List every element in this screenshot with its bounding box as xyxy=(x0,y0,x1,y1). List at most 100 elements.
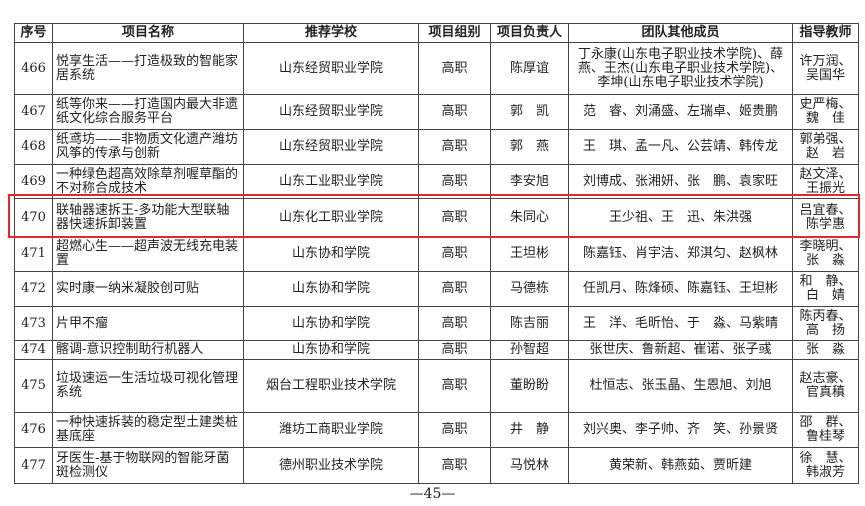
cell-leader: 郭 燕 xyxy=(490,129,569,165)
cell-school: 山东协和学院 xyxy=(243,340,419,360)
cell-members: 陈嘉钰、肖宇洁、郑淇匀、赵枫林 xyxy=(568,236,793,272)
header-school: 推荐学校 xyxy=(243,23,419,43)
table-row: 470 联轴器速拆王-多功能大型联轴器快速拆卸装置 山东化工职业学院 高职 朱同心 王少祖… xyxy=(14,198,859,237)
header-group: 项目组别 xyxy=(418,23,491,43)
cell-school: 山东协和学院 xyxy=(243,271,419,307)
cell-members: 张世庆、鲁新超、崔诺、张子彧 xyxy=(568,340,793,360)
cell-name: 髂调-意识控制助行机器人 xyxy=(52,340,244,360)
cell-group: 高职 xyxy=(418,236,491,272)
cell-no: 470 xyxy=(14,198,53,237)
cell-no: 468 xyxy=(14,129,53,165)
cell-leader: 朱同心 xyxy=(490,198,569,237)
cell-teachers: 邵 群、鲁桂琴 xyxy=(792,412,859,448)
cell-group: 高职 xyxy=(418,198,491,237)
cell-no: 477 xyxy=(14,447,53,484)
cell-members: 范 睿、刘涌盛、左瑞卓、姬贵鹏 xyxy=(568,94,793,130)
cell-name: 片甲不瘤 xyxy=(52,306,244,341)
project-table: 序号 项目名称 推荐学校 项目组别 项目负责人 团队其他成员 指导教师 466 悦… xyxy=(14,23,859,484)
cell-name: 纸等你来——打造国内最大非遗纸文化综合服务平台 xyxy=(52,94,244,130)
cell-no: 474 xyxy=(14,340,53,360)
cell-school: 山东经贸职业学院 xyxy=(243,42,419,95)
cell-name: 牙医生-基于物联网的智能牙菌斑检测仪 xyxy=(52,447,244,484)
cell-name: 垃圾速运一生活垃圾可视化管理系统 xyxy=(52,359,244,413)
cell-name: 超燃心生——超声波无线充电装置 xyxy=(52,236,244,272)
table-row: 476 一种快速拆装的稳定型土建类桩基底座 潍坊工商职业学院 高职井 静刘兴奥、李子帅… xyxy=(14,412,859,448)
cell-name: 一种快速拆装的稳定型土建类桩基底座 xyxy=(52,412,244,448)
header-teachers: 指导教师 xyxy=(792,23,859,43)
cell-no: 476 xyxy=(14,412,53,448)
cell-school: 山东协和学院 xyxy=(243,306,419,341)
cell-no: 473 xyxy=(14,306,53,341)
cell-teachers: 张 淼 xyxy=(792,340,859,360)
cell-school: 烟台工程职业技术学院 xyxy=(243,359,419,413)
cell-leader: 马悦林 xyxy=(490,447,569,484)
header-no: 序号 xyxy=(14,23,53,43)
cell-name: 联轴器速拆王-多功能大型联轴器快速拆卸装置 xyxy=(52,198,244,237)
header-members: 团队其他成员 xyxy=(568,23,793,43)
cell-no: 475 xyxy=(14,359,53,413)
table-row: 477 牙医生-基于物联网的智能牙菌斑检测仪 德州职业技术学院 高职 马悦林 黄荣新、韩燕… xyxy=(14,447,859,484)
cell-members: 王少祖、王 迅、朱洪强 xyxy=(568,198,793,237)
cell-group: 高职 xyxy=(418,340,491,360)
cell-teachers: 郭弟强、赵 岩 xyxy=(792,129,859,165)
header-name: 项目名称 xyxy=(52,23,244,43)
cell-members: 王 琪、孟一凡、公芸靖、韩传龙 xyxy=(568,129,793,165)
cell-teachers: 吕宜春、陈学惠 xyxy=(792,198,859,237)
cell-group: 高职 xyxy=(418,42,491,95)
cell-name: 纸鸢坊——非物质文化遗产潍坊风筝的传承与创新 xyxy=(52,129,244,165)
cell-school: 山东经贸职业学院 xyxy=(243,129,419,165)
cell-group: 高职 xyxy=(418,447,491,484)
cell-leader: 陈厚谊 xyxy=(490,42,569,95)
table-row: 469 一种绿色超高效除草剂喔草酯的不对称合成技术 山东工业职业学院 高职 李安旭 刘博成… xyxy=(14,164,859,199)
cell-teachers: 赵文泽、王振光 xyxy=(792,164,859,199)
cell-leader: 孙智超 xyxy=(490,340,569,360)
table-row: 475 垃圾速运一生活垃圾可视化管理系统 烟台工程职业技术学院 高职 董盼盼 杜恒志、张玉… xyxy=(14,359,859,413)
cell-members: 刘博成、张湘妍、张 鹏、袁家旺 xyxy=(568,164,793,199)
cell-members: 刘兴奥、李子帅、齐 笑、孙景贤 xyxy=(568,412,793,448)
cell-leader: 郭 凯 xyxy=(490,94,569,130)
cell-no: 466 xyxy=(14,42,53,95)
cell-teachers: 赵志豪、官真稹 xyxy=(792,359,859,413)
cell-group: 高职 xyxy=(418,412,491,448)
cell-school: 山东协和学院 xyxy=(243,236,419,272)
header-row: 序号 项目名称 推荐学校 项目组别 项目负责人 团队其他成员 指导教师 xyxy=(14,23,859,43)
cell-teachers: 和 静、白 婧 xyxy=(792,271,859,307)
table-row: 474 髂调-意识控制助行机器人 山东协和学院 高职 孙智超 张世庆、鲁新超、崔诺、张子彧… xyxy=(14,340,859,360)
cell-school: 潍坊工商职业学院 xyxy=(243,412,419,448)
cell-leader: 井 静 xyxy=(490,412,569,448)
cell-no: 469 xyxy=(14,164,53,199)
cell-leader: 王坦彬 xyxy=(490,236,569,272)
table-row: 471 超燃心生——超声波无线充电装置 山东协和学院 高职 王坦彬 陈嘉钰、肖宇洁、郑淇匀… xyxy=(14,236,859,272)
cell-no: 471 xyxy=(14,236,53,272)
cell-group: 高职 xyxy=(418,164,491,199)
cell-no: 472 xyxy=(14,271,53,307)
cell-teachers: 许万润、吴国华 xyxy=(792,42,859,95)
cell-leader: 李安旭 xyxy=(490,164,569,199)
cell-name: 悦享生活——打造极致的智能家居系统 xyxy=(52,42,244,95)
table-row: 467 纸等你来——打造国内最大非遗纸文化综合服务平台 山东经贸职业学院 高职郭 凯范… xyxy=(14,94,859,130)
cell-leader: 董盼盼 xyxy=(490,359,569,413)
cell-leader: 陈吉丽 xyxy=(490,306,569,341)
table-row: 468 纸鸢坊——非物质文化遗产潍坊风筝的传承与创新 山东经贸职业学院 高职郭 燕王 … xyxy=(14,129,859,165)
cell-no: 467 xyxy=(14,94,53,130)
table-row: 473 片甲不瘤 山东协和学院 高职 陈吉丽王 洋、毛昕怡、于 淼、马紫晴 陈丙春、高 扬 xyxy=(14,306,859,341)
cell-members: 杜恒志、张玉晶、生恩旭、刘旭 xyxy=(568,359,793,413)
cell-school: 德州职业技术学院 xyxy=(243,447,419,484)
cell-name: 一种绿色超高效除草剂喔草酯的不对称合成技术 xyxy=(52,164,244,199)
page-number: —45— xyxy=(409,486,456,502)
cell-group: 高职 xyxy=(418,129,491,165)
table-row: 472 实时康一纳米凝胶创可贴 山东协和学院 高职 马德栋 任凯月、陈烽硕、陈嘉钰、王坦彬… xyxy=(14,271,859,307)
cell-teachers: 史严梅、魏 佳 xyxy=(792,94,859,130)
cell-school: 山东化工职业学院 xyxy=(243,198,419,237)
cell-group: 高职 xyxy=(418,359,491,413)
cell-members: 丁永康(山东电子职业技术学院)、薛燕、王杰(山东电子职业技术学院)、李坤(山东电… xyxy=(568,42,793,95)
cell-teachers: 徐 慧、韩淑芳 xyxy=(792,447,859,484)
header-leader: 项目负责人 xyxy=(490,23,569,43)
cell-school: 山东工业职业学院 xyxy=(243,164,419,199)
cell-school: 山东经贸职业学院 xyxy=(243,94,419,130)
cell-leader: 马德栋 xyxy=(490,271,569,307)
table-row: 466 悦享生活——打造极致的智能家居系统 山东经贸职业学院 高职 陈厚谊 丁永康(山东电… xyxy=(14,42,859,95)
cell-members: 任凯月、陈烽硕、陈嘉钰、王坦彬 xyxy=(568,271,793,307)
cell-group: 高职 xyxy=(418,271,491,307)
cell-group: 高职 xyxy=(418,306,491,341)
